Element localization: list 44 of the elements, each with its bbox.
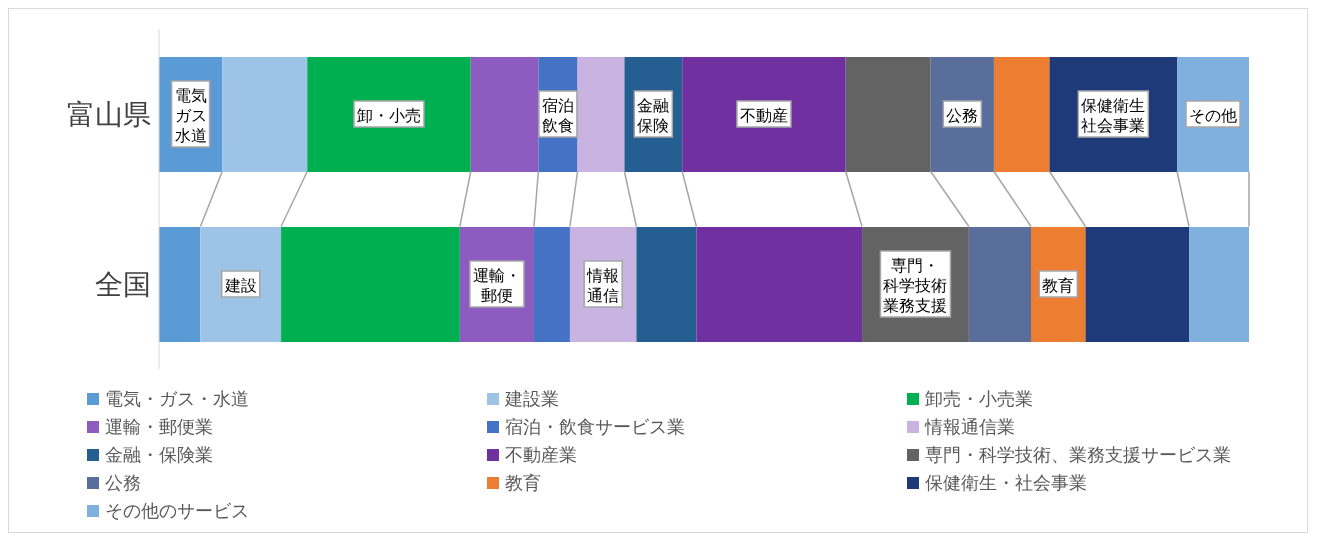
y-tick-label: 全国 — [95, 267, 151, 301]
annotation: 教育 — [1042, 276, 1075, 295]
legend-label: 情報通信業 — [925, 415, 1015, 439]
legend-label: 建設業 — [505, 387, 559, 411]
annotation: 卸・小売 — [356, 106, 421, 125]
annotation: 保健衛生社会事業 — [1081, 96, 1146, 135]
legend-label: 教育 — [505, 471, 541, 495]
bar — [1085, 227, 1190, 342]
legend-label: 専門・科学技術、業務支援サービス業 — [925, 443, 1231, 467]
bar — [533, 227, 570, 342]
bar — [968, 227, 1031, 342]
annotation: 専門・科学技術業務支援 — [883, 256, 948, 315]
legend-label: 公務 — [105, 471, 141, 495]
bar — [281, 227, 460, 342]
annotation: 運輸・郵便 — [472, 266, 521, 305]
bar — [222, 57, 308, 172]
bar — [636, 227, 697, 342]
bar — [1189, 227, 1249, 342]
bar — [307, 57, 471, 172]
annotation: 電気ガス水道 — [174, 86, 207, 145]
bar — [577, 57, 625, 172]
legend-label: 卸売・小売業 — [925, 387, 1033, 411]
annotation: 公務 — [946, 106, 979, 125]
bar — [200, 227, 282, 342]
legend-label: 電気・ガス・水道 — [105, 387, 249, 411]
legend-label: その他のサービス — [105, 499, 249, 523]
annotation: 宿泊飲食 — [541, 96, 574, 135]
bar — [993, 57, 1050, 172]
annotation: その他 — [1189, 106, 1238, 125]
annotation: 不動産 — [739, 106, 788, 125]
annotation: 金融保険 — [637, 96, 670, 135]
bar — [682, 57, 846, 172]
legend-label: 宿泊・飲食サービス業 — [505, 415, 685, 439]
legend-label: 不動産業 — [505, 443, 577, 467]
annotation: 情報通信 — [586, 266, 620, 305]
legend-label: 保健衛生・社会事業 — [925, 471, 1087, 495]
y-tick-label: 富山県 — [67, 97, 151, 131]
legend-label: 金融・保険業 — [105, 443, 213, 467]
bar — [845, 57, 931, 172]
bar — [159, 227, 201, 342]
annotation: 建設 — [223, 276, 257, 295]
bar — [470, 57, 539, 172]
legend-label: 運輸・郵便業 — [105, 415, 213, 439]
bar — [696, 227, 863, 342]
